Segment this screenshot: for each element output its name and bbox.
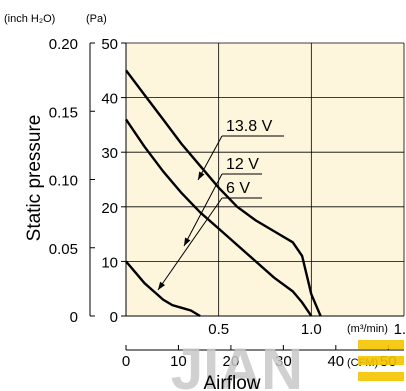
m3-tick-label: 1.0 <box>301 321 322 338</box>
tick-marks <box>90 42 389 350</box>
grid-lines <box>126 42 405 317</box>
series-line-0 <box>125 69 322 317</box>
m3-tick-label: 1.5 <box>394 321 406 338</box>
tick-labels: 0 10 20 30 40 50 0 0.05 0.10 0.15 0.20 0.5 1.0 1.5 0 10… <box>49 36 406 370</box>
watermark-letters: JIAN <box>171 337 303 391</box>
plot-area <box>126 43 404 316</box>
pa-tick-label: 50 <box>101 36 118 53</box>
cfm-tick-label: 0 <box>122 353 130 370</box>
inch-tick-label: 0.10 <box>49 173 78 190</box>
m3-tick-label: 0.5 <box>208 321 229 338</box>
y-axis-title: Static pressure <box>24 115 45 242</box>
callout-leader-2 <box>157 197 223 291</box>
series-label-2: 6 V <box>226 180 250 197</box>
pa-tick-label: 20 <box>101 200 118 217</box>
cfm-tick-label: 30 <box>275 353 292 370</box>
series-label-1: 12 V <box>226 156 259 173</box>
callout-arrow-1 <box>184 237 191 246</box>
x-unit-m3-label: (m³/min) <box>347 323 388 335</box>
series-label-0: 13.8 V <box>226 118 273 135</box>
y-unit-inch-label: (inch H₂O) <box>4 13 55 25</box>
callout-arrow-0 <box>198 171 205 180</box>
series-group <box>125 69 322 318</box>
callout-arrow-2 <box>158 281 166 290</box>
watermark-e-icon <box>358 340 404 381</box>
inch-tick-label: 0.20 <box>49 36 78 53</box>
cfm-tick-label: 10 <box>170 353 187 370</box>
pa-tick-label: 40 <box>101 91 118 108</box>
series-line-2 <box>125 260 201 318</box>
x-axis-title: Airflow <box>203 373 260 391</box>
inch-tick-label: 0 <box>70 309 78 326</box>
y-unit-pa-label: (Pa) <box>86 13 107 25</box>
series-callouts: 13.8 V 12 V 6 V <box>157 118 284 291</box>
cfm-tick-label: 40 <box>327 353 344 370</box>
pa-tick-label: 30 <box>101 145 118 162</box>
pa-tick-label: 0 <box>110 309 118 326</box>
callout-leader-0 <box>197 135 223 181</box>
inch-tick-label: 0.15 <box>49 104 78 121</box>
inch-tick-label: 0.05 <box>49 241 78 258</box>
cfm-tick-label: 20 <box>223 353 240 370</box>
series-line-1 <box>125 118 313 317</box>
watermark-logo: JIAN <box>171 337 404 391</box>
pa-tick-label: 10 <box>101 254 118 271</box>
callout-leader-1 <box>183 173 223 247</box>
